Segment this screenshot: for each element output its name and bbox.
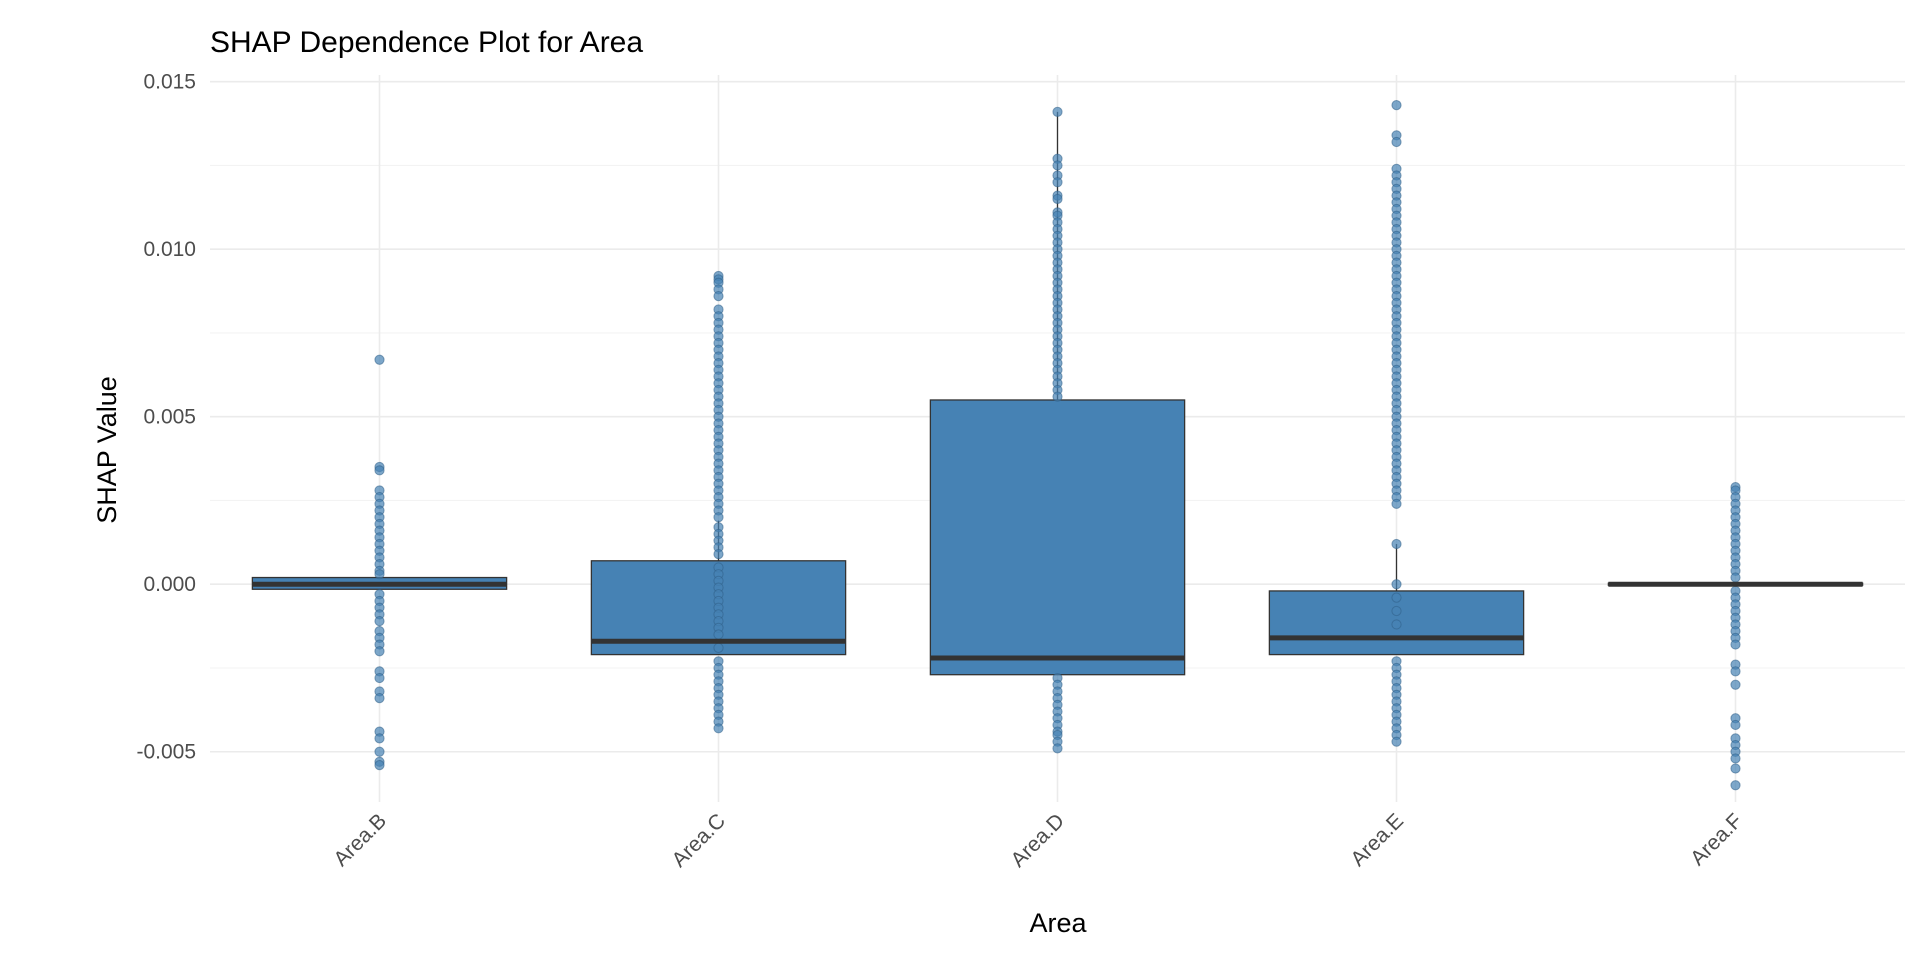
data-point: [1391, 136, 1402, 148]
data-point: [374, 646, 385, 657]
data-point: [1730, 639, 1741, 650]
x-tick-label: Area.E: [1346, 809, 1408, 871]
data-point: [713, 629, 724, 640]
data-point: [374, 746, 385, 757]
data-point: [374, 672, 385, 684]
points-group: [713, 270, 724, 734]
data-point: [1052, 193, 1063, 205]
data-point: [1391, 605, 1402, 617]
y-tick-label: 0.005: [143, 406, 196, 429]
points-group: [1052, 106, 1063, 754]
box-area-f: [1607, 481, 1864, 791]
data-point: [1052, 106, 1063, 117]
y-axis-title: SHAP Value: [92, 376, 122, 524]
data-point: [1730, 780, 1741, 791]
box-area-c: [590, 270, 847, 734]
box-body: [929, 399, 1186, 676]
points-group: [374, 354, 385, 771]
y-tick-label: 0.015: [143, 71, 196, 94]
y-tick-label: -0.005: [136, 741, 196, 764]
data-point: [1730, 572, 1741, 583]
x-tick-label: Area.B: [329, 809, 391, 871]
box-area-e: [1268, 100, 1525, 747]
data-point: [374, 354, 385, 365]
data-point: [713, 642, 724, 653]
data-point: [1052, 391, 1063, 402]
data-point: [713, 723, 724, 734]
data-point: [374, 569, 385, 580]
x-tick-label: Area.C: [668, 809, 730, 871]
points-group: [1730, 481, 1741, 791]
data-point: [1730, 719, 1741, 731]
data-point: [1391, 592, 1402, 603]
chart-title: SHAP Dependence Plot for Area: [210, 26, 643, 59]
data-point: [1391, 736, 1402, 747]
points-group: [1391, 100, 1402, 747]
data-point: [1730, 666, 1741, 677]
y-tick-label: 0.010: [143, 238, 196, 261]
x-tick-label: Area.F: [1686, 809, 1747, 870]
data-point: [374, 465, 385, 476]
box-series: [251, 100, 1864, 791]
data-point: [1391, 498, 1402, 509]
data-point: [1730, 679, 1741, 690]
box-area-b: [251, 354, 508, 771]
data-point: [1391, 538, 1402, 550]
data-point: [1730, 753, 1741, 764]
data-point: [713, 548, 724, 560]
data-point: [1730, 763, 1741, 774]
data-point: [374, 615, 385, 627]
data-point: [374, 760, 385, 771]
box-area-d: [929, 106, 1186, 754]
data-point: [713, 512, 724, 523]
data-point: [1391, 619, 1402, 630]
data-point: [1391, 579, 1402, 590]
data-point: [1052, 743, 1063, 754]
data-point: [713, 291, 724, 302]
y-axis-ticks: -0.005 0.000 0.005 0.010 0.015: [136, 71, 196, 764]
data-point: [1052, 160, 1063, 171]
y-tick-label: 0.000: [143, 573, 196, 596]
data-point: [374, 693, 385, 704]
x-axis-title: Area: [1029, 908, 1087, 938]
data-point: [1052, 177, 1063, 188]
data-point: [1391, 100, 1402, 111]
data-point: [374, 733, 385, 744]
x-tick-label: Area.D: [1007, 809, 1069, 871]
x-axis-ticks: Area.B Area.C Area.D Area.E Area.F: [329, 809, 1747, 871]
